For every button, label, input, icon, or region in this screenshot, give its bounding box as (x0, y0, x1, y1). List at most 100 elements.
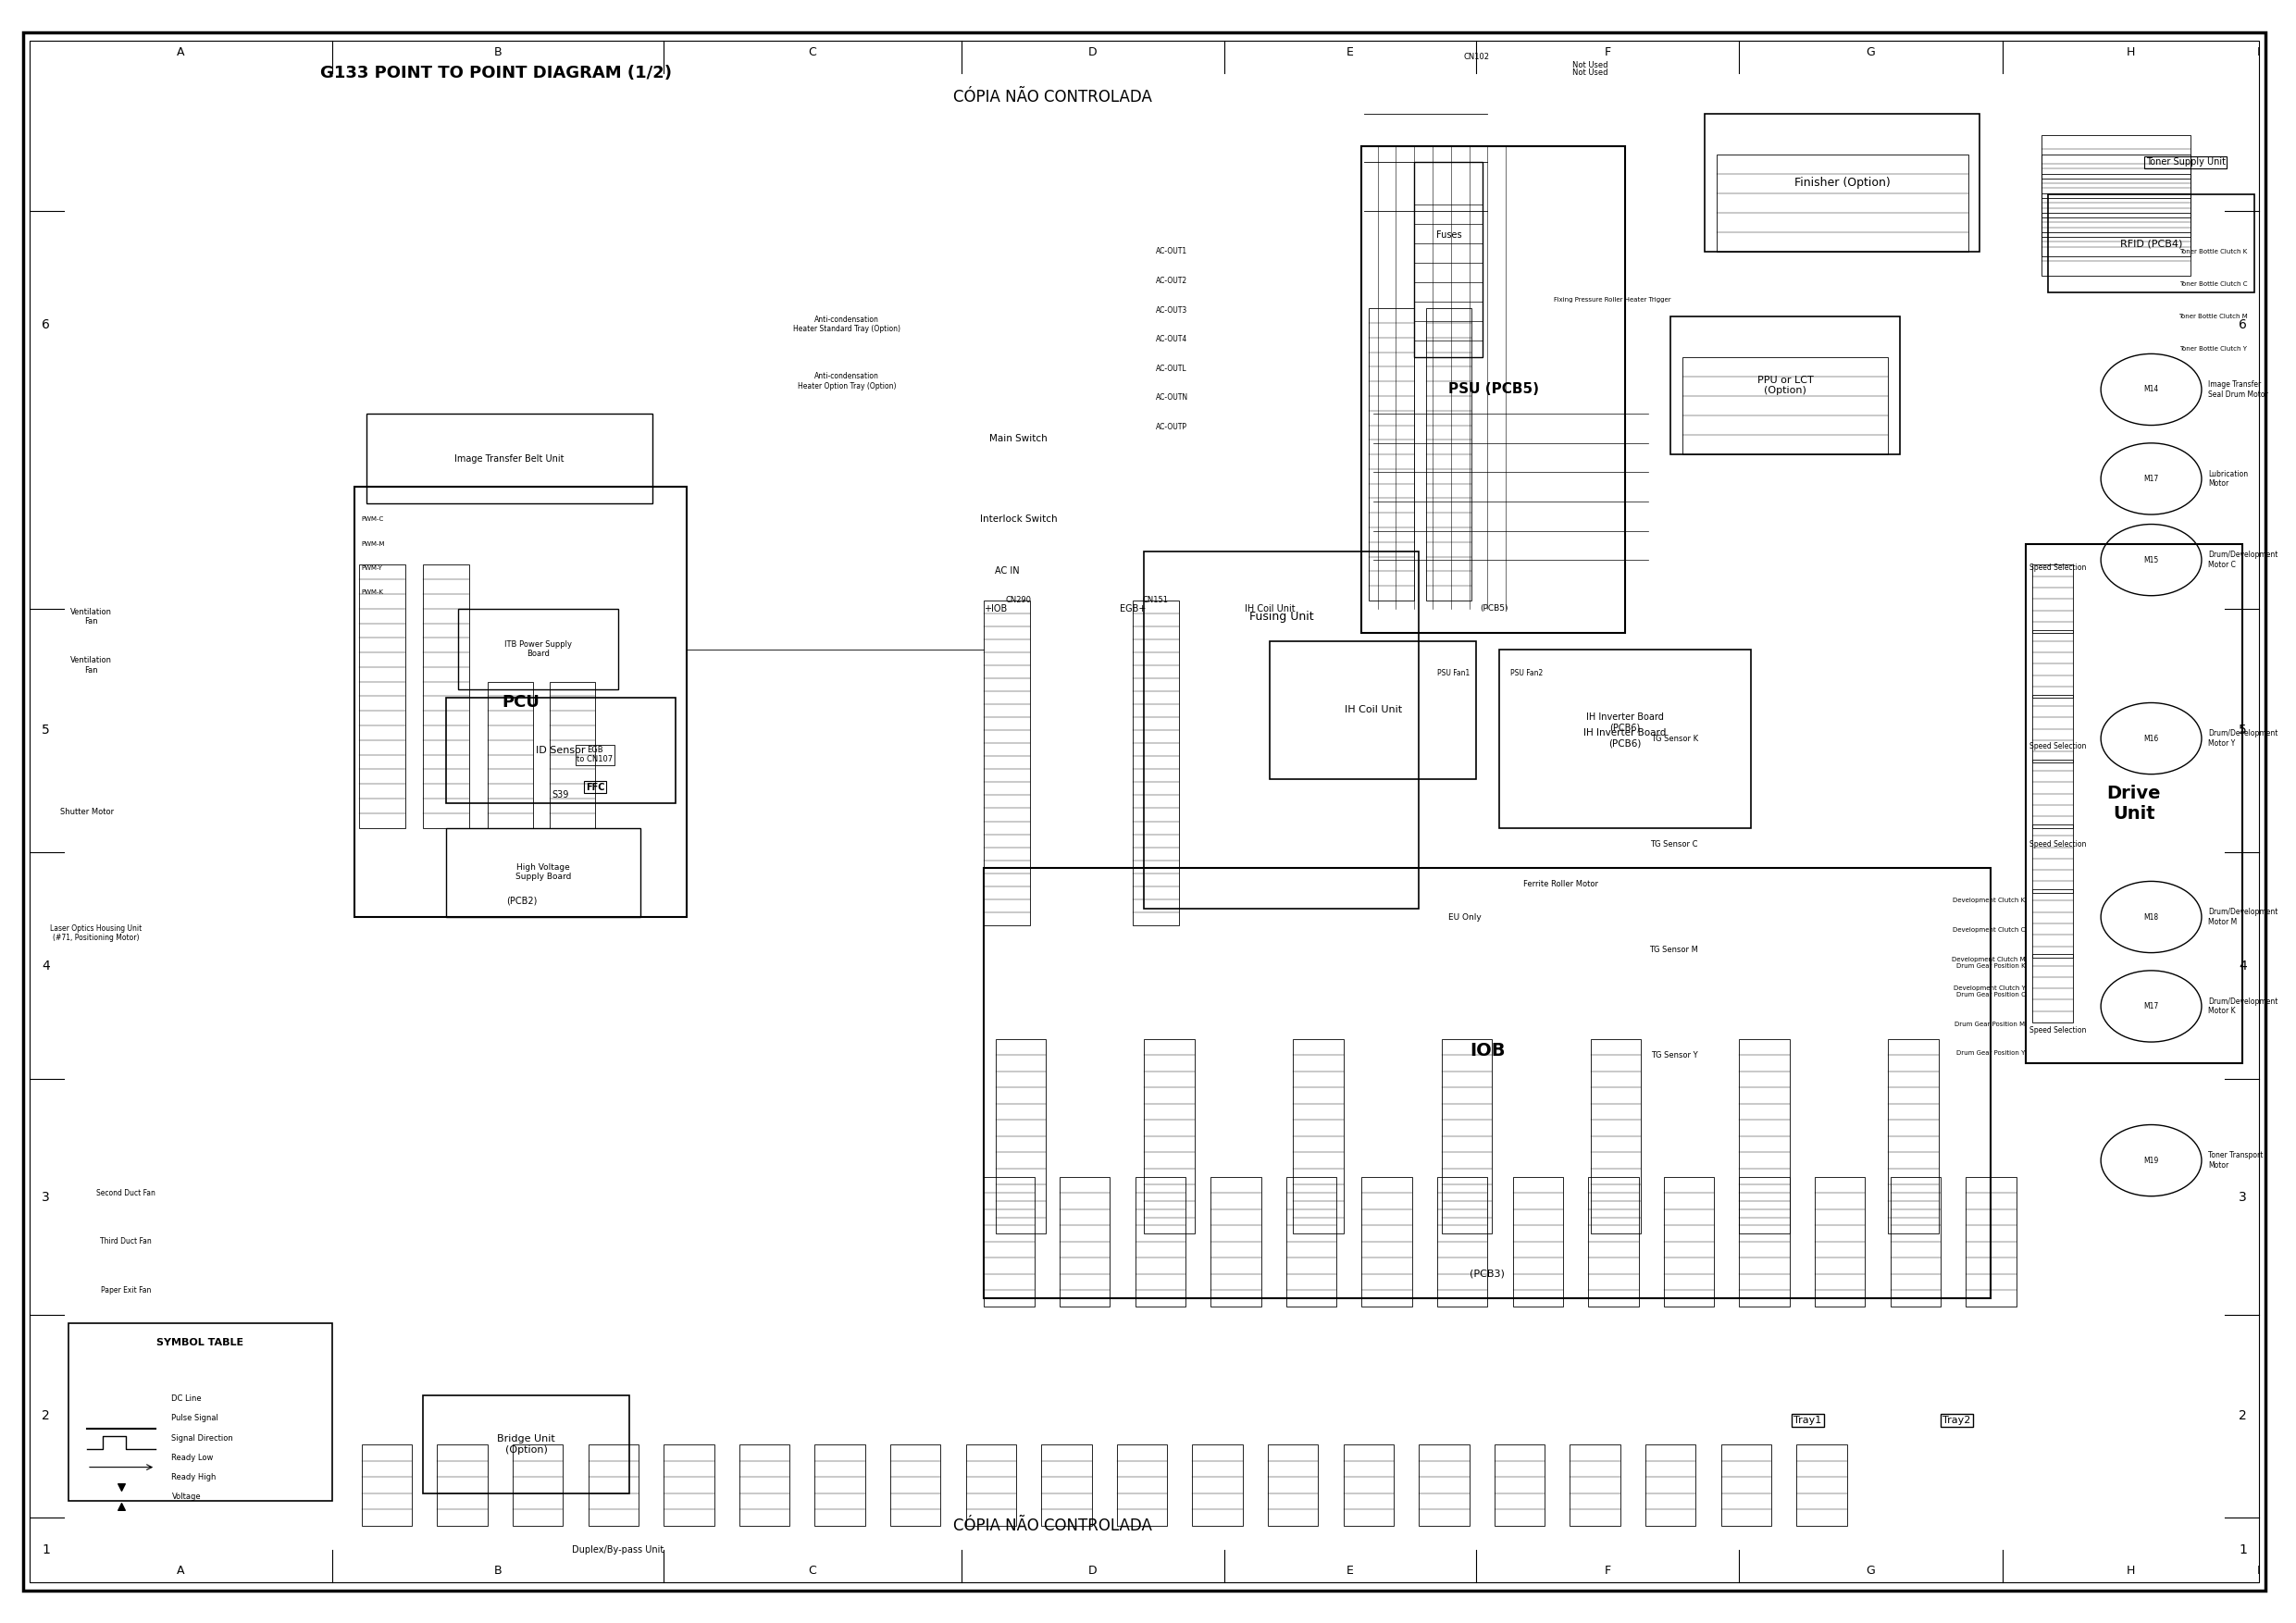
Bar (2041, 213, 2190, 256)
Text: TG Sensor K: TG Sensor K (1651, 734, 1699, 743)
Text: Finisher (Option): Finisher (Option) (1793, 177, 1890, 188)
Bar (1210, 1177, 1261, 1307)
Bar (1426, 308, 1472, 601)
Text: Interlock Switch: Interlock Switch (980, 514, 1056, 524)
Bar (1267, 1444, 1318, 1526)
Text: Tray2: Tray2 (1942, 1415, 1970, 1425)
Bar (2041, 135, 2190, 179)
Text: AC-OUTL: AC-OUTL (1155, 364, 1187, 373)
Text: E: E (1345, 45, 1355, 58)
Text: Drum/Development
Motor M: Drum/Development Motor M (2209, 907, 2278, 927)
Text: Ferrite Roller Motor: Ferrite Roller Motor (1522, 880, 1598, 889)
Bar (1368, 308, 1414, 601)
Text: M14: M14 (2144, 385, 2158, 394)
Text: Drum/Development
Motor K: Drum/Development Motor K (2209, 997, 2278, 1016)
Bar (1814, 1177, 1864, 1307)
Text: I: I (2257, 45, 2262, 58)
Bar (967, 1444, 1017, 1526)
Text: Ventilation
Fan: Ventilation Fan (71, 656, 113, 675)
Text: IH Inverter Board
(PCB6): IH Inverter Board (PCB6) (1587, 712, 1665, 732)
Text: Anti-condensation
Heater Standard Tray (Option): Anti-condensation Heater Standard Tray (… (792, 315, 900, 334)
Bar (360, 1444, 411, 1526)
Text: IH Coil Unit: IH Coil Unit (1345, 706, 1403, 714)
Text: Toner Transport
Motor: Toner Transport Motor (2209, 1151, 2264, 1170)
Bar (512, 1444, 563, 1526)
Bar (549, 682, 595, 828)
Text: Fuses: Fuses (1435, 230, 1463, 240)
Text: CÓPIA NÃO CONTROLADA: CÓPIA NÃO CONTROLADA (953, 1518, 1153, 1534)
Text: SYMBOL TABLE: SYMBOL TABLE (156, 1337, 243, 1347)
Text: M16: M16 (2144, 734, 2158, 743)
Bar (1270, 641, 1476, 779)
Text: (PCB5): (PCB5) (1481, 604, 1508, 613)
Bar (1143, 1039, 1194, 1233)
Text: PWM-Y: PWM-Y (360, 565, 383, 571)
Bar (1058, 1177, 1109, 1307)
Text: D: D (1088, 1565, 1097, 1578)
Text: ITB Power Supply
Board: ITB Power Supply Board (505, 639, 572, 659)
Bar (445, 828, 641, 917)
Text: Not Used: Not Used (1573, 60, 1607, 70)
Text: PSU Fan1: PSU Fan1 (1437, 669, 1469, 678)
Text: 2: 2 (2239, 1410, 2248, 1422)
Text: F: F (1605, 45, 1612, 58)
Text: Speed Selection: Speed Selection (2030, 839, 2087, 849)
Text: 4: 4 (2239, 959, 2248, 972)
Text: 1: 1 (2239, 1543, 2248, 1556)
Bar (2032, 630, 2073, 698)
Text: M15: M15 (2144, 555, 2158, 565)
Bar (422, 565, 468, 828)
Bar (457, 609, 618, 690)
Bar (1362, 146, 1626, 633)
Text: IOB: IOB (1469, 1042, 1506, 1060)
Text: PWM-K: PWM-K (360, 589, 383, 596)
Bar (2032, 954, 2073, 1022)
Text: (PCB3): (PCB3) (1469, 1269, 1506, 1279)
Text: M19: M19 (2144, 1156, 2158, 1165)
Bar (365, 414, 652, 503)
Text: AC-OUT1: AC-OUT1 (1155, 247, 1187, 256)
Bar (1362, 1177, 1412, 1307)
Text: AC-OUT2: AC-OUT2 (1155, 276, 1187, 286)
Text: EU Only: EU Only (1449, 912, 1481, 922)
Bar (1795, 1444, 1846, 1526)
Text: PSU Fan2: PSU Fan2 (1511, 669, 1543, 678)
Bar (2032, 760, 2073, 828)
Text: A: A (177, 1565, 184, 1578)
Text: Shutter Motor: Shutter Motor (60, 807, 115, 816)
Text: Toner Bottle Clutch Y: Toner Bottle Clutch Y (2179, 346, 2248, 352)
Text: 6: 6 (2239, 318, 2248, 331)
Text: 5: 5 (41, 724, 51, 737)
Text: Toner Bottle Clutch C: Toner Bottle Clutch C (2179, 281, 2248, 287)
Text: AC-OUTN: AC-OUTN (1155, 393, 1189, 403)
Text: M18: M18 (2144, 912, 2158, 922)
Text: Voltage: Voltage (172, 1492, 202, 1501)
Bar (2041, 154, 2190, 198)
Bar (815, 1444, 866, 1526)
Bar (1499, 649, 1752, 828)
Bar (1143, 552, 1419, 909)
Text: Anti-condensation
Heater Option Tray (Option): Anti-condensation Heater Option Tray (Op… (797, 372, 895, 391)
Text: AC-OUT4: AC-OUT4 (1155, 334, 1187, 344)
Text: CN151: CN151 (1143, 596, 1169, 605)
Text: EGB
to CN107: EGB to CN107 (576, 745, 613, 764)
Text: Speed Selection: Speed Selection (2030, 563, 2087, 573)
Text: EGB+: EGB+ (1120, 604, 1146, 613)
Bar (69, 1323, 333, 1501)
Bar (1887, 1039, 1938, 1233)
Text: 2: 2 (41, 1410, 51, 1422)
Text: Drive
Unit: Drive Unit (2108, 784, 2161, 823)
Text: +IOB: +IOB (983, 604, 1008, 613)
Bar (1343, 1444, 1394, 1526)
Text: F: F (1605, 1565, 1612, 1578)
Bar (2048, 195, 2255, 292)
Text: Ventilation
Fan: Ventilation Fan (71, 607, 113, 626)
Text: D: D (1088, 45, 1097, 58)
Text: G: G (1867, 45, 1876, 58)
Text: G133 POINT TO POINT DIAGRAM (1/2): G133 POINT TO POINT DIAGRAM (1/2) (321, 65, 673, 81)
Text: CN290: CN290 (1006, 596, 1031, 605)
Bar (664, 1444, 714, 1526)
Text: B: B (494, 45, 503, 58)
Text: Image Transfer
Seal Drum Motor: Image Transfer Seal Drum Motor (2209, 380, 2268, 399)
Text: Ready High: Ready High (172, 1472, 216, 1482)
